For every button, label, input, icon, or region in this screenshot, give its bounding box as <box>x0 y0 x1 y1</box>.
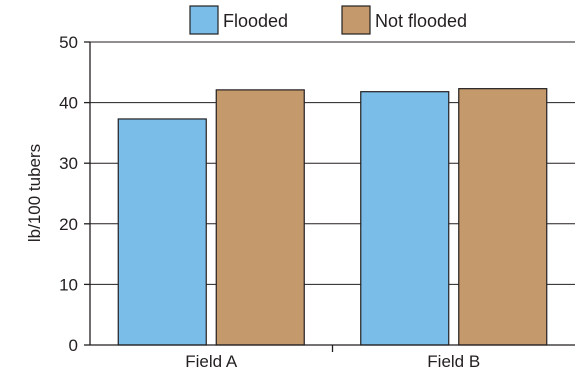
y-tick-label: 10 <box>59 275 78 294</box>
legend: Flooded Not flooded <box>189 5 467 35</box>
legend-label: Not flooded <box>375 11 467 31</box>
bar-not-flooded-field-a <box>215 89 305 346</box>
legend-swatch <box>189 5 219 35</box>
x-category-label: Field A <box>185 352 238 371</box>
bar-flooded-field-b <box>360 91 450 346</box>
x-category-labels: Field A Field B <box>185 352 480 371</box>
bar-not-flooded-field-b <box>458 88 548 346</box>
x-category-label: Field B <box>427 352 480 371</box>
y-tick-label: 50 <box>59 33 78 52</box>
legend-swatch <box>341 5 371 35</box>
bars <box>117 88 548 346</box>
y-tick-labels: 0 10 20 30 40 50 <box>59 33 78 355</box>
y-tick-label: 0 <box>69 336 78 355</box>
y-axis-title: lb/100 tubers <box>25 144 44 242</box>
bar-flooded-field-a <box>117 118 207 346</box>
y-tick-label: 20 <box>59 215 78 234</box>
y-tick-label: 30 <box>59 154 78 173</box>
axes <box>84 41 575 352</box>
legend-label: Flooded <box>223 11 288 31</box>
y-tick-label: 40 <box>59 94 78 113</box>
